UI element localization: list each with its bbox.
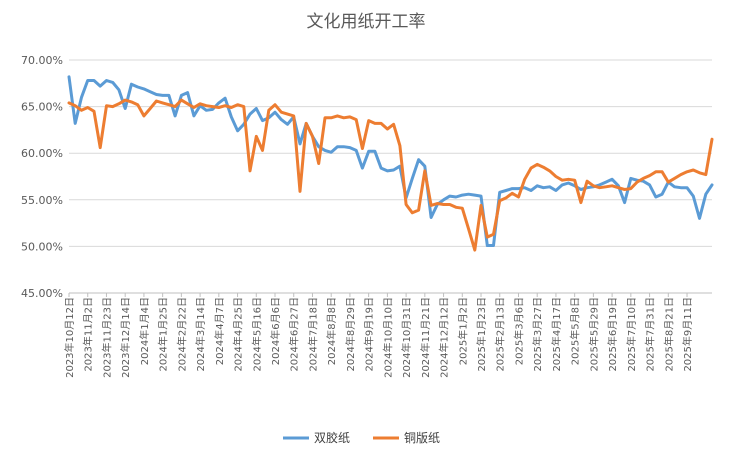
x-tick-label: 2024年10月31日	[400, 297, 413, 378]
x-tick-label: 2025年1月2日	[456, 297, 469, 365]
y-tick-label: 55.00%	[21, 194, 63, 207]
x-tick-label: 2025年1月23日	[475, 297, 488, 372]
series-line-1	[67, 75, 714, 247]
x-tick-label: 2024年9月19日	[363, 297, 376, 372]
y-tick-label: 50.00%	[21, 240, 63, 253]
x-tick-label: 2025年8月21日	[662, 297, 675, 372]
x-tick-label: 2025年4月17日	[550, 297, 563, 372]
x-tick-label: 2025年7月31日	[644, 297, 657, 372]
x-tick-label: 2024年1月25日	[157, 297, 170, 372]
x-tick-label: 2024年8月29日	[344, 297, 357, 372]
x-tick-label: 2025年3月6日	[512, 297, 525, 365]
y-tick-label: 65.00%	[21, 101, 63, 114]
x-tick-label: 2024年11月21日	[419, 297, 432, 378]
x-tick-label: 2023年12月14日	[119, 297, 132, 378]
x-tick-label: 2024年6月6日	[269, 297, 282, 365]
y-tick-label: 60.00%	[21, 147, 63, 160]
x-tick-label: 2024年4月7日	[213, 297, 226, 365]
x-tick-label: 2025年5月8日	[569, 297, 582, 365]
x-tick-label: 2023年11月2日	[82, 297, 95, 372]
x-tick-label: 2024年2月22日	[175, 297, 188, 372]
y-tick-label: 45.00%	[21, 287, 63, 300]
x-tick-label: 2024年5月16日	[250, 297, 263, 372]
x-tick-label: 2024年12月12日	[438, 297, 451, 378]
y-tick-label: 70.00%	[21, 54, 63, 67]
x-tick-label: 2024年10月10日	[381, 297, 394, 378]
series-lines	[67, 75, 714, 252]
x-tick-label: 2025年2月13日	[494, 297, 507, 372]
x-tick-label: 2024年4月25日	[232, 297, 245, 372]
y-axis-tick-labels: 45.00% 50.00% 55.00% 60.00% 65.00% 70.00%	[21, 54, 63, 300]
x-tick-label: 2024年6月27日	[288, 297, 301, 372]
chart-title: 文化用纸开工率	[307, 12, 426, 32]
x-tick-label: 2024年8月8日	[325, 297, 338, 365]
x-axis-tick-labels: 2023年10月12日 2023年11月2日 2023年11月23日 2023年12月…	[63, 293, 694, 378]
legend-label-1: 双胶纸	[314, 430, 350, 445]
x-tick-label: 2025年9月11日	[681, 297, 694, 372]
series-line-2	[67, 98, 714, 252]
x-tick-label: 2024年1月4日	[138, 297, 151, 365]
x-tick-label: 2025年6月19日	[606, 297, 619, 372]
x-tick-label: 2025年3月27日	[531, 297, 544, 372]
x-tick-label: 2024年7月18日	[306, 297, 319, 372]
x-tick-label: 2025年5月29日	[587, 297, 600, 372]
legend: 双胶纸 铜版纸	[283, 430, 440, 445]
x-tick-label: 2025年7月10日	[625, 297, 638, 372]
x-tick-label: 2024年3月14日	[194, 297, 207, 372]
legend-label-2: 铜版纸	[404, 430, 440, 445]
x-tick-label: 2023年11月23日	[100, 297, 113, 378]
x-tick-label: 2023年10月12日	[63, 297, 76, 378]
